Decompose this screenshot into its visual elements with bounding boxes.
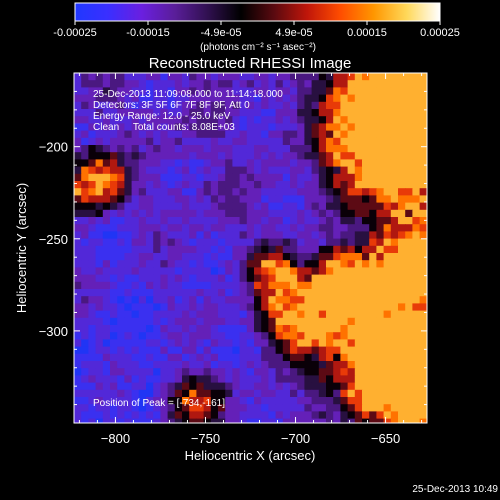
energy-annotation: Energy Range: 12.0 - 25.0 keV [93,111,231,122]
colorbar-tick-label: -0.00025 [53,27,96,39]
y-axis-tick-labels: −200 −250 −300 [39,140,68,339]
plot-frame [73,72,428,424]
x-tick-label: −800 [101,431,130,446]
heatmap-image [74,73,427,423]
x-tick-label: −700 [281,431,310,446]
colorbar-tick-label: 0.00025 [420,27,460,39]
x-tick-label: −750 [191,431,220,446]
colorbar [74,2,441,22]
colorbar-tick-label: -0.00015 [126,27,169,39]
y-tick-label: −300 [39,324,68,339]
x-axis-label: Heliocentric X (arcsec) [185,448,316,463]
detectors-annotation: Detectors: 3F 5F 6F 7F 8F 9F, Att 0 [93,100,250,111]
colorbar-ticks [74,21,441,25]
colorbar-tick-label: 4.9e-05 [275,27,312,39]
peak-position-annotation: Position of Peak = [-734,-161] [93,398,226,409]
colorbar-units-label: (photons cm⁻² s⁻¹ asec⁻²) [200,42,316,53]
plot-title: Reconstructed RHESSI Image [149,55,352,72]
y-tick-label: −200 [39,140,68,155]
y-axis-label: Heliocentric Y (arcsec) [14,183,29,313]
x-axis-ticks [78,73,423,423]
method-annotation: Clean Total counts: 8.08E+03 [93,122,235,133]
y-tick-label: −250 [39,232,68,247]
colorbar-tick-labels: -0.00025 -0.00015 -4.9e-05 4.9e-05 0.00015 0.… [53,27,460,39]
y-axis-ticks [74,90,427,406]
colorbar-tick-label: -4.9e-05 [201,27,242,39]
footer-timestamp: 25-Dec-2013 10:49 [412,484,498,495]
x-axis-tick-labels: −800 −750 −700 −650 [101,431,400,446]
x-tick-label: −650 [371,431,400,446]
time-range-annotation: 25-Dec-2013 11:09:08.000 to 11:14:18.000 [93,89,283,100]
colorbar-tick-label: 0.00015 [347,27,387,39]
